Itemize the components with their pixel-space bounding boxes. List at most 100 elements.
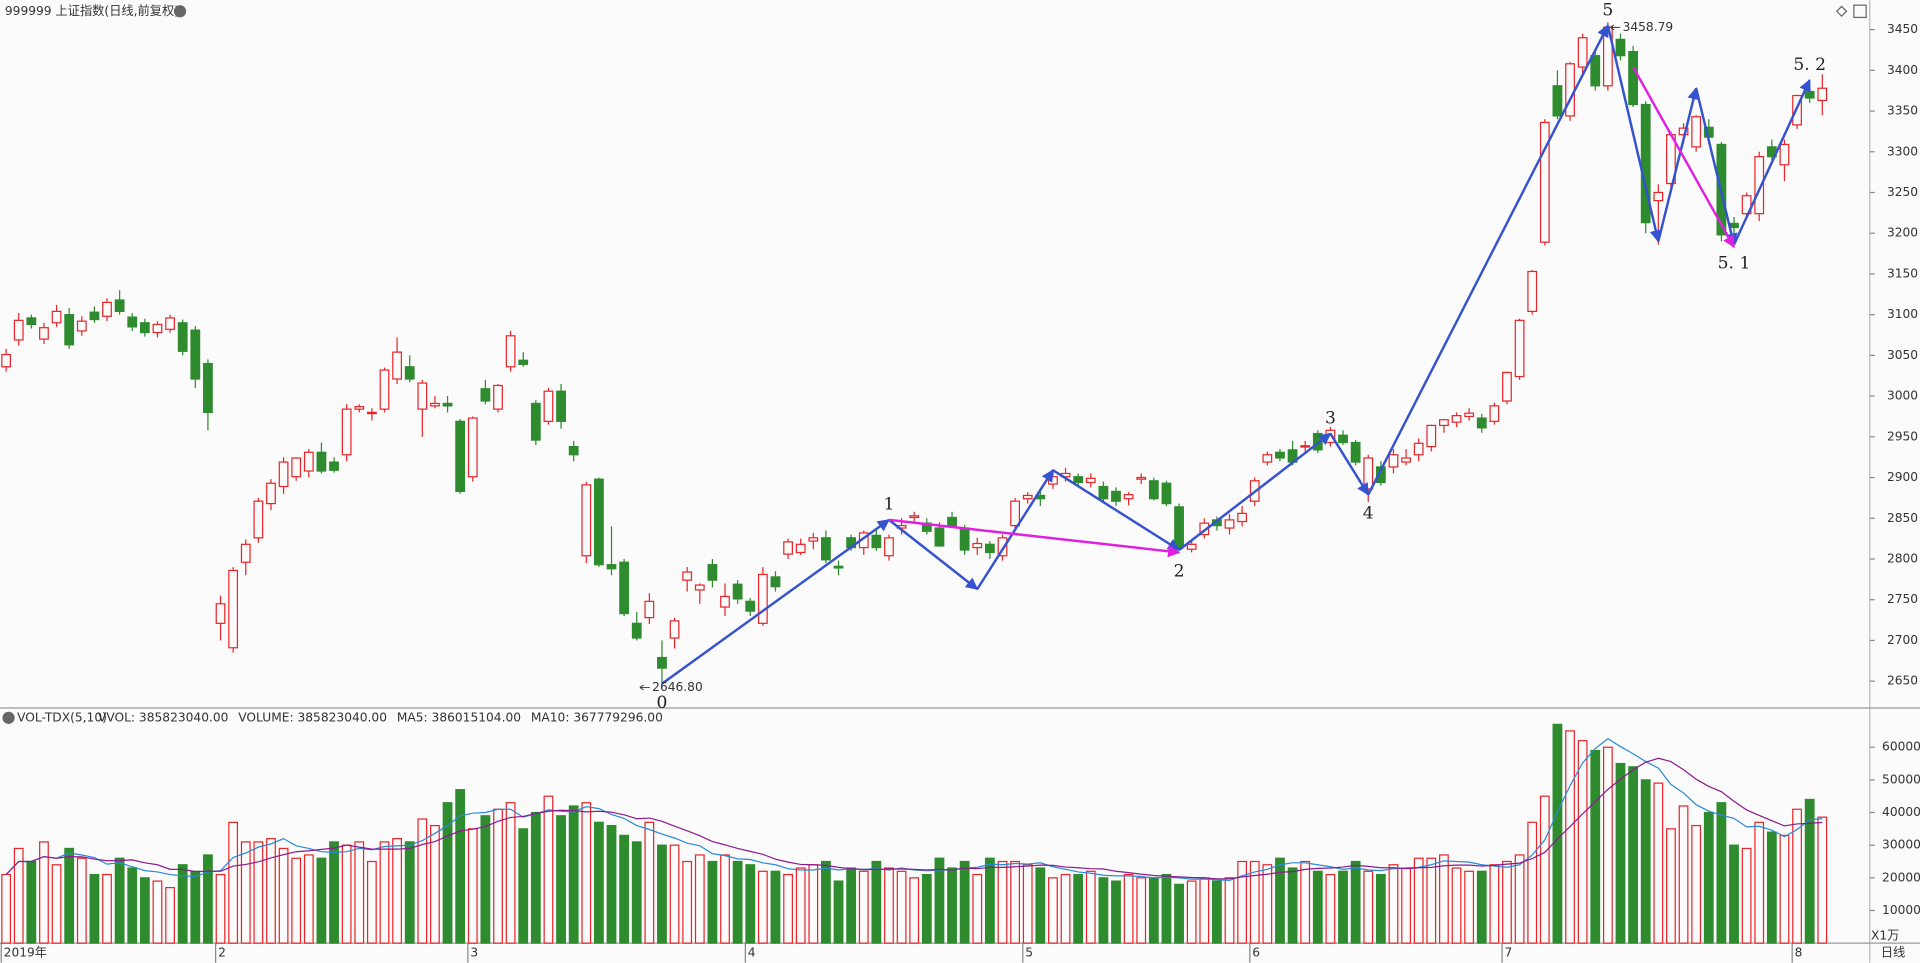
volume-bar [190, 870, 201, 944]
volume-bar [1766, 831, 1777, 944]
volume-bar [1073, 873, 1084, 944]
candle-body [1237, 512, 1248, 523]
candle-body [821, 537, 831, 561]
candle-body [606, 564, 617, 570]
candle-body [1, 353, 12, 368]
volume-bar [1451, 867, 1462, 944]
candle-body [278, 461, 289, 488]
candle-body [64, 314, 75, 346]
layout-icon[interactable] [1853, 4, 1867, 19]
wave-label: 2 [1174, 562, 1185, 582]
y-tick-label: 3350 [1887, 104, 1918, 118]
y-tick-label: 3100 [1887, 307, 1918, 321]
volume-bar [1136, 877, 1147, 944]
wave-label: 5. 2 [1793, 55, 1826, 75]
candle-body [39, 327, 49, 340]
volume-bar [694, 854, 705, 944]
volume-bar [1363, 870, 1374, 944]
candle-body [480, 388, 491, 402]
volume-bar [1300, 860, 1311, 944]
volume-bar [291, 857, 302, 944]
volume-bar [467, 828, 478, 944]
volume-bar [1590, 749, 1601, 944]
volume-bar [240, 841, 251, 944]
candle-body [215, 603, 226, 624]
volume-bar [858, 870, 869, 944]
volume-bar [1539, 795, 1550, 944]
volume-bar [1552, 723, 1563, 944]
candle-body [745, 600, 756, 612]
volume-bar [1375, 873, 1386, 944]
volume-bar [102, 873, 112, 944]
candle-body [959, 527, 970, 551]
volume-bar [1779, 834, 1790, 944]
extreme-pointer [639, 684, 650, 691]
volume-bar [1262, 864, 1273, 944]
candle-body [707, 564, 718, 581]
candle-body [1552, 85, 1563, 117]
candle-body [1363, 457, 1374, 490]
candle-body [1729, 222, 1739, 229]
volume-bar [581, 802, 592, 944]
volume-bar [203, 854, 213, 944]
candle-body [757, 573, 768, 624]
y-tick-label: 2800 [1887, 551, 1918, 565]
candle-body [594, 478, 604, 566]
volume-bar [1111, 880, 1121, 944]
volume-bar [556, 815, 566, 944]
candle-body [1804, 90, 1815, 99]
volume-bar [1249, 860, 1260, 944]
volume-bar [253, 841, 264, 944]
y-tick-label: 3150 [1887, 266, 1918, 280]
volume-bar [1678, 805, 1689, 944]
volume-bar [1085, 870, 1096, 944]
candle-body [354, 406, 365, 410]
candle-body [392, 351, 402, 380]
volume-bar [871, 860, 882, 944]
volume-menu[interactable] [2, 711, 15, 724]
chart-title: 999999 上证指数(日线,前复权) [5, 3, 179, 18]
wave-arrow [1732, 78, 1811, 246]
candle-body [1502, 371, 1512, 402]
volume-bar [1161, 873, 1172, 944]
volume-bar [1401, 867, 1411, 944]
volume-bar [329, 841, 339, 944]
volume-bar [1703, 811, 1714, 944]
volume-bar [1640, 779, 1651, 944]
volume-bar [1729, 844, 1739, 944]
x-tick-label: 5 [1025, 945, 1033, 959]
volume-bar [757, 870, 768, 944]
extreme-label: 2646.80 [652, 680, 703, 694]
volume-bar [127, 867, 138, 944]
wave-arrow [1178, 432, 1332, 551]
candle-body [442, 402, 453, 407]
candle-body [808, 537, 819, 542]
toggle-icon[interactable] [1835, 5, 1848, 18]
candle-body [568, 445, 579, 456]
candle-body [1186, 543, 1197, 550]
y-tick-label: 3050 [1887, 348, 1918, 362]
volume-bar [1804, 798, 1815, 944]
volume-bar [934, 857, 945, 944]
volume-bar [1174, 883, 1184, 944]
volume-bar [165, 887, 175, 944]
candle-body [1527, 270, 1538, 313]
wave-label: 5 [1602, 0, 1613, 20]
volume-bar [493, 808, 503, 944]
candle-body [1628, 50, 1638, 106]
candle-body [1048, 476, 1058, 485]
candle-body [833, 565, 844, 569]
title-menu[interactable] [173, 5, 187, 18]
volume-bar [997, 860, 1008, 944]
volume-bar [669, 844, 680, 944]
candle-body [13, 319, 24, 341]
candle-body [1653, 191, 1664, 202]
volume-bar [657, 844, 667, 944]
candle-body [1451, 415, 1462, 423]
volume-bar [972, 873, 983, 944]
wave-label: 5. 1 [1718, 254, 1751, 274]
volume-bar [707, 860, 718, 944]
candle-body [253, 500, 264, 539]
candle-body [1161, 482, 1172, 505]
volume-bar [682, 860, 693, 944]
